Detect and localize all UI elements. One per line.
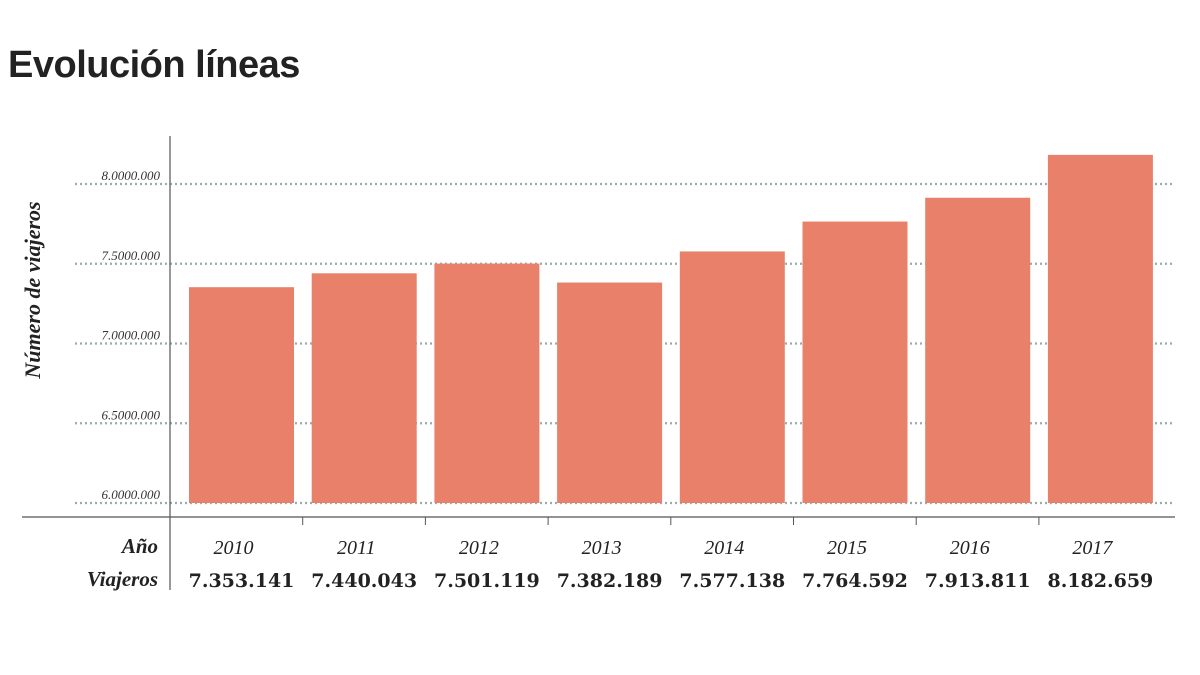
y-tick-label: 8.0000.000 bbox=[102, 168, 161, 183]
value-label: 7.764.592 bbox=[802, 570, 908, 592]
year-label: 2012 bbox=[459, 537, 499, 559]
year-label: 2016 bbox=[950, 537, 990, 559]
bar-2010 bbox=[189, 287, 294, 503]
value-label: 7.353.141 bbox=[189, 570, 295, 592]
value-label: 7.382.189 bbox=[557, 570, 663, 592]
bar-2012 bbox=[434, 263, 540, 503]
year-label: 2013 bbox=[582, 537, 622, 559]
value-label: 7.440.043 bbox=[311, 570, 417, 592]
y-tick-label: 6.5000.000 bbox=[102, 407, 161, 422]
value-label: 7.577.138 bbox=[679, 570, 785, 592]
bar-2011 bbox=[311, 273, 417, 503]
value-label: 7.913.811 bbox=[925, 570, 1031, 592]
axes bbox=[22, 136, 1175, 590]
value-labels: 7.353.141 7.440.043 7.501.119 7.382.189 7.57… bbox=[189, 570, 1154, 592]
bars bbox=[189, 154, 1153, 504]
bar-2016 bbox=[925, 197, 1031, 504]
chart-title: Evolución líneas bbox=[8, 44, 300, 86]
year-label: 2010 bbox=[214, 537, 254, 559]
y-axis-label: Número de viajeros bbox=[20, 201, 45, 379]
travellers-row-label: Viajeros bbox=[87, 567, 158, 591]
year-label: 2015 bbox=[827, 537, 867, 559]
year-label: 2017 bbox=[1072, 537, 1113, 559]
year-labels: 2010 2011 2012 2013 2014 2015 2016 2017 bbox=[214, 537, 1114, 559]
year-row-label: Año bbox=[120, 534, 158, 558]
y-tick-label: 7.5000.000 bbox=[102, 248, 161, 263]
y-tick-label: 7.0000.000 bbox=[102, 328, 161, 343]
bar-2015 bbox=[802, 221, 908, 503]
y-tick-labels: 6.0000.000 6.5000.000 7.0000.000 7.5000.000… bbox=[102, 168, 161, 502]
bar-2017 bbox=[1047, 154, 1153, 503]
bar-2014 bbox=[679, 251, 785, 503]
y-tick-label: 6.0000.000 bbox=[102, 487, 161, 502]
bar-2013 bbox=[557, 282, 663, 503]
value-label: 8.182.659 bbox=[1048, 570, 1154, 592]
year-label: 2014 bbox=[704, 537, 744, 559]
value-label: 7.501.119 bbox=[434, 570, 540, 592]
year-label: 2011 bbox=[337, 537, 376, 559]
